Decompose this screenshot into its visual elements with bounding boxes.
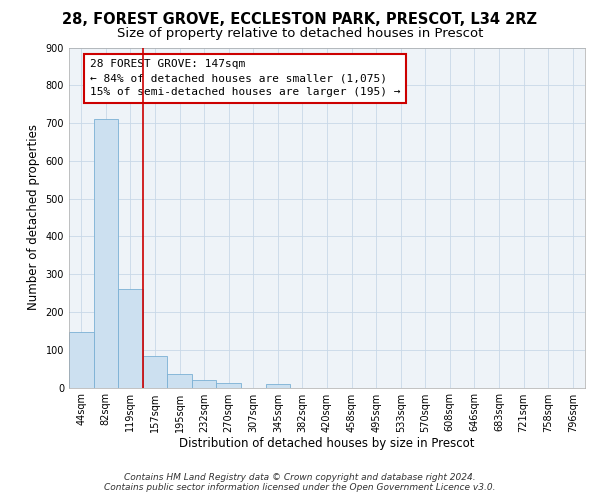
Bar: [217, 384, 241, 388]
Bar: [192, 380, 217, 388]
Text: 28 FOREST GROVE: 147sqm
← 84% of detached houses are smaller (1,075)
15% of semi: 28 FOREST GROVE: 147sqm ← 84% of detache…: [89, 60, 400, 98]
Text: Contains HM Land Registry data © Crown copyright and database right 2024.
Contai: Contains HM Land Registry data © Crown c…: [104, 473, 496, 492]
Text: Size of property relative to detached houses in Prescot: Size of property relative to detached ho…: [117, 28, 483, 40]
X-axis label: Distribution of detached houses by size in Prescot: Distribution of detached houses by size …: [179, 438, 475, 450]
Bar: [94, 120, 118, 388]
Bar: [118, 288, 143, 388]
Bar: [167, 374, 192, 388]
Bar: [266, 384, 290, 388]
Y-axis label: Number of detached properties: Number of detached properties: [27, 124, 40, 310]
Text: 28, FOREST GROVE, ECCLESTON PARK, PRESCOT, L34 2RZ: 28, FOREST GROVE, ECCLESTON PARK, PRESCO…: [62, 12, 538, 28]
Bar: [69, 332, 94, 388]
Bar: [143, 356, 167, 388]
